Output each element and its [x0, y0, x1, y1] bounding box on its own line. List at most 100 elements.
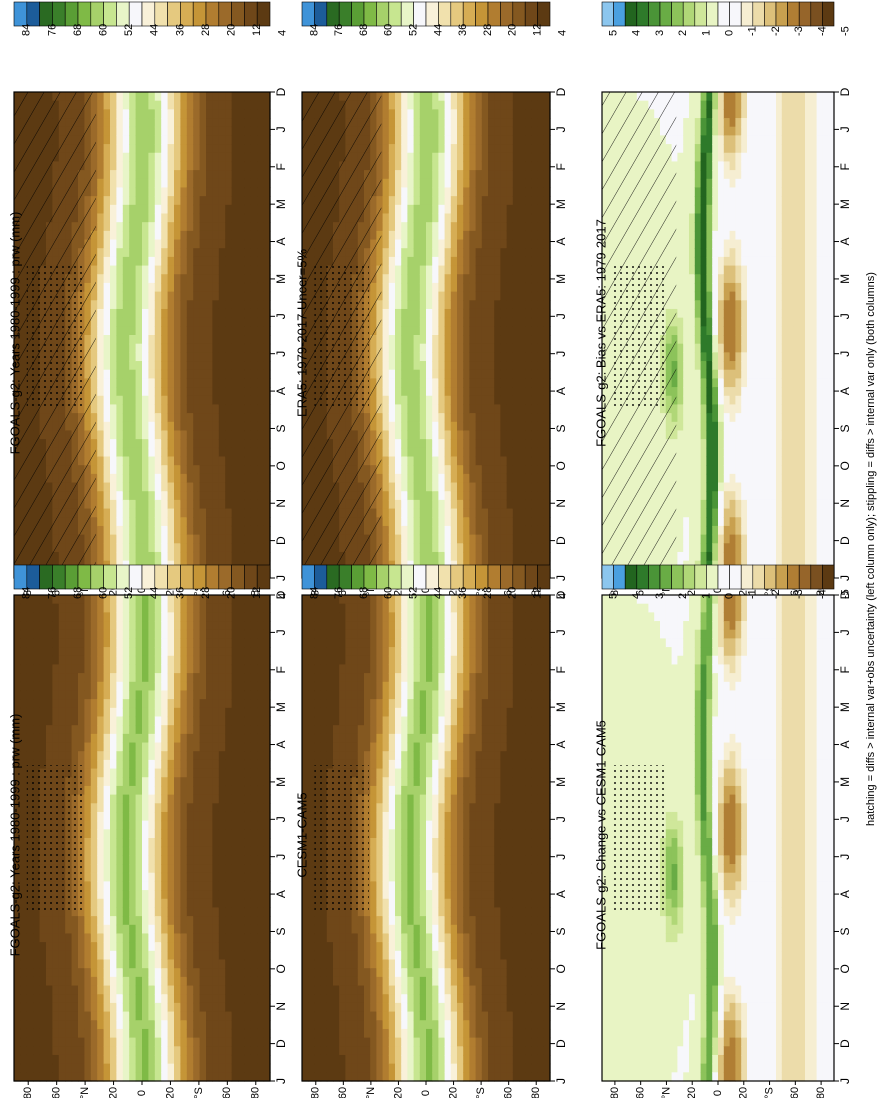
- field-cell: [225, 335, 233, 345]
- field-cell: [148, 109, 156, 119]
- field-cell: [110, 681, 117, 692]
- field-cell: [199, 985, 207, 995]
- field-cell: [257, 421, 265, 432]
- field-cell: [154, 256, 162, 267]
- field-cell: [97, 707, 105, 718]
- field-cell: [14, 768, 21, 778]
- field-cell: [103, 759, 111, 770]
- field-cell: [110, 759, 117, 770]
- field-cell: [218, 881, 226, 891]
- field-cell: [116, 404, 124, 414]
- field-cell: [263, 933, 271, 943]
- field-cell: [90, 924, 98, 935]
- field-cell: [14, 864, 21, 874]
- field-cell: [26, 681, 34, 692]
- field-cell: [71, 759, 79, 770]
- field-cell: [186, 994, 194, 1004]
- field-cell: [65, 933, 73, 943]
- field-cell: [263, 456, 271, 466]
- field-cell: [26, 751, 34, 761]
- field-cell: [135, 725, 143, 735]
- field-cell: [193, 508, 201, 518]
- field-cell: [78, 1072, 85, 1082]
- field-cell: [84, 690, 92, 700]
- field-cell: [186, 759, 194, 770]
- field-cell: [110, 924, 117, 935]
- field-cell: [97, 1046, 105, 1056]
- field-cell: [186, 768, 194, 778]
- field-cell: [39, 1020, 47, 1030]
- field-cell: [199, 161, 207, 171]
- field-cell: [231, 629, 239, 639]
- field-cell: [199, 92, 207, 102]
- field-cell: [116, 751, 124, 761]
- field-cell: [103, 387, 111, 397]
- field-cell: [186, 794, 194, 804]
- field-cell: [116, 638, 124, 648]
- field-cell: [14, 950, 21, 961]
- field-cell: [167, 890, 175, 900]
- field-cell: [103, 794, 111, 804]
- field-cell: [20, 916, 28, 926]
- field-cell: [167, 933, 175, 943]
- field-cell: [161, 759, 169, 770]
- field-cell: [90, 1002, 98, 1013]
- field-cell: [263, 187, 271, 197]
- field-cell: [26, 655, 34, 666]
- field-cell: [161, 274, 169, 284]
- field-cell: [186, 282, 194, 293]
- field-cell: [103, 161, 111, 171]
- field-cell: [129, 794, 137, 804]
- field-cell: [257, 846, 265, 856]
- field-cell: [250, 135, 258, 145]
- field-cell: [78, 1020, 85, 1030]
- field-cell: [180, 733, 188, 744]
- field-cell: [238, 699, 245, 709]
- field-cell: [154, 1037, 162, 1047]
- field-cell: [52, 699, 60, 709]
- field-cell: [225, 369, 233, 379]
- field-cell: [238, 829, 245, 839]
- field-cell: [154, 456, 162, 466]
- field-cell: [161, 534, 169, 544]
- month-label: D: [274, 1039, 288, 1048]
- field-cell: [161, 482, 169, 492]
- field-cell: [20, 1054, 28, 1065]
- field-cell: [97, 647, 105, 657]
- field-cell: [199, 959, 207, 969]
- field-cell: [231, 413, 239, 423]
- field-cell: [212, 100, 220, 110]
- field-cell: [135, 664, 143, 674]
- field-cell: [110, 916, 117, 926]
- field-cell: [244, 759, 252, 770]
- field-cell: [122, 768, 130, 778]
- field-cell: [129, 916, 137, 926]
- field-cell: [199, 933, 207, 943]
- field-cell: [65, 655, 73, 666]
- field-cell: [116, 742, 124, 752]
- field-cell: [206, 196, 213, 206]
- field-cell: [97, 681, 105, 692]
- field-cell: [148, 864, 156, 874]
- field-cell: [122, 508, 130, 518]
- field-cell: [225, 976, 233, 987]
- field-cell: [116, 144, 124, 154]
- field-cell: [167, 213, 175, 223]
- field-cell: [97, 959, 105, 969]
- field-cell: [110, 196, 117, 206]
- field-cell: [58, 1063, 66, 1073]
- field-cell: [97, 369, 105, 379]
- field-cell: [212, 621, 220, 631]
- field-cell: [52, 1011, 60, 1021]
- field-cell: [103, 144, 111, 154]
- field-cell: [154, 699, 162, 709]
- field-cell: [148, 187, 156, 197]
- field-cell: [167, 1063, 175, 1073]
- field-cell: [250, 976, 258, 987]
- field-cell: [103, 421, 111, 432]
- field-cell: [129, 517, 137, 527]
- field-cell: [250, 551, 258, 562]
- field-cell: [199, 838, 207, 848]
- field-cell: [26, 716, 34, 726]
- field-cell: [116, 733, 124, 744]
